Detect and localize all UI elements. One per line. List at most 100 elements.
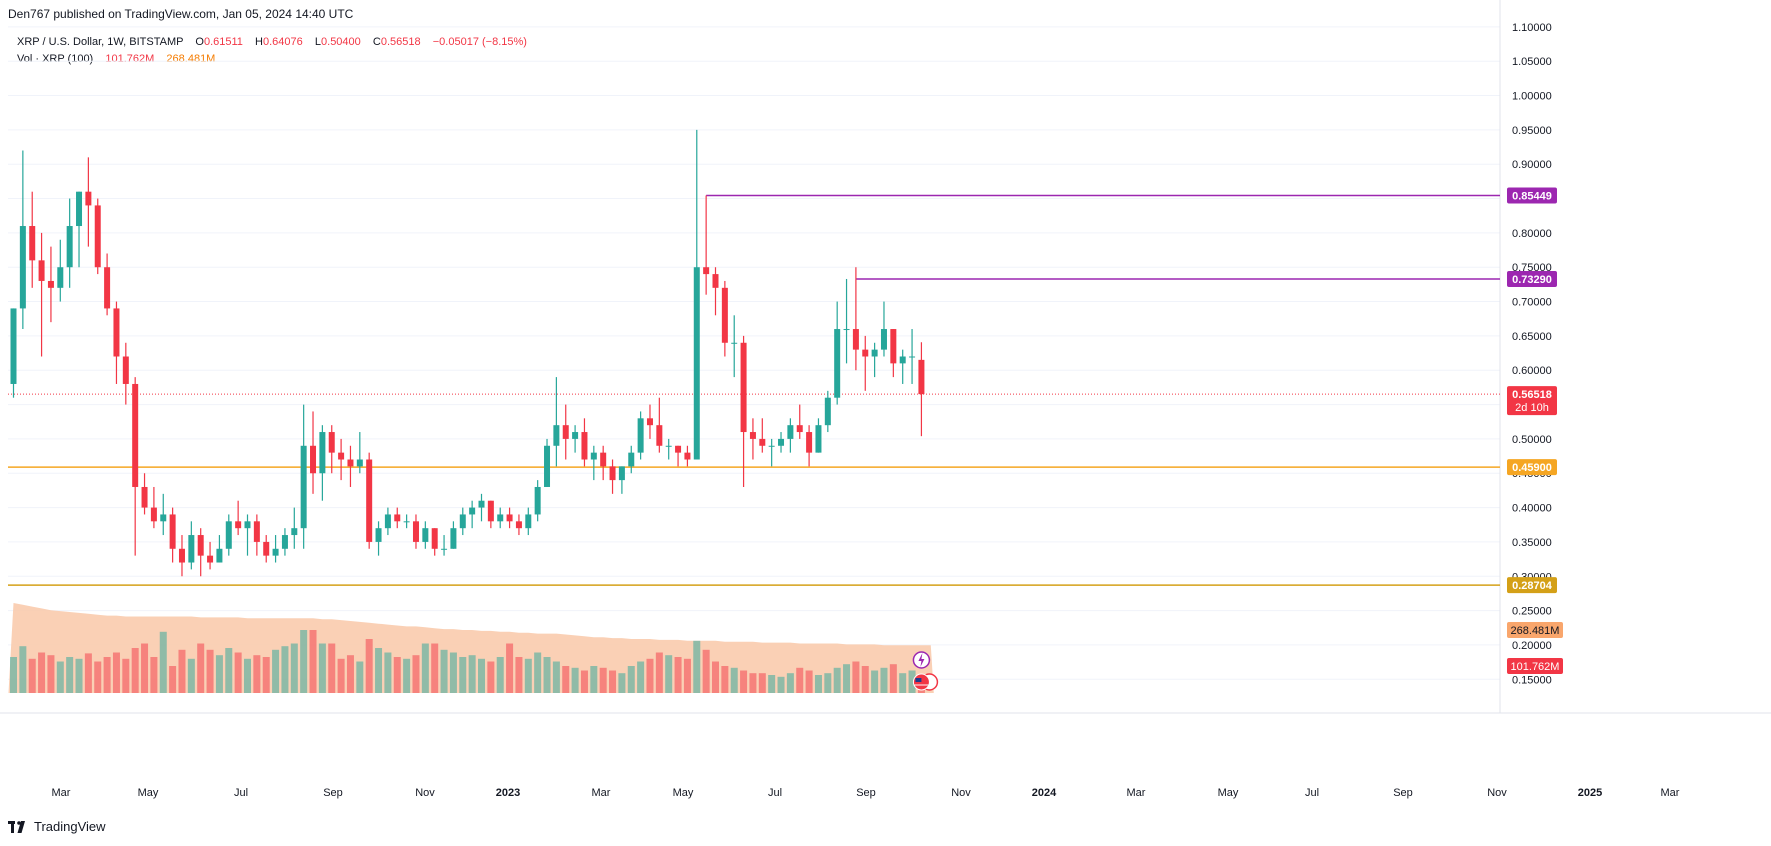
price-tick-label: 0.20000 [1512, 640, 1552, 652]
candle-body [85, 191, 92, 206]
candle [618, 466, 625, 494]
candle-body [871, 349, 878, 357]
candle-body [909, 356, 916, 358]
candle [422, 521, 429, 549]
volume-ma-value: 268.481M [166, 53, 216, 65]
candle [216, 535, 223, 563]
candle-body [749, 432, 756, 439]
price-line-tag: 0.28704 [1507, 577, 1557, 594]
candle-body [47, 280, 54, 288]
volume-bar [571, 667, 579, 693]
candle-body [684, 452, 691, 460]
volume-bar [384, 652, 392, 693]
volume-bar [674, 657, 682, 693]
candle-body [665, 445, 672, 447]
candle [731, 315, 738, 378]
candle-body [843, 329, 850, 331]
candle-body [628, 452, 635, 467]
candle [815, 418, 822, 453]
candle [76, 191, 83, 268]
candle [787, 418, 794, 453]
candle-body [253, 521, 260, 542]
volume-bar [272, 649, 280, 693]
volume-label[interactable]: Vol · XRP (100) [17, 53, 94, 65]
candle-body [281, 535, 288, 549]
candle-body [225, 521, 232, 549]
candle-body [778, 438, 785, 446]
price-tick-label: 0.25000 [1512, 606, 1552, 618]
volume-bar [786, 673, 794, 693]
volume-bar [122, 658, 130, 693]
low-label: L [314, 36, 322, 48]
candle-body [768, 445, 775, 447]
price-line-tag: 0.45900 [1507, 459, 1557, 476]
candle [515, 514, 522, 536]
time-tick-label: Jul [234, 787, 248, 799]
price-tick-label: 0.35000 [1512, 537, 1552, 549]
candle-body [441, 548, 448, 550]
candle-body [581, 432, 588, 460]
volume-tag-label: 101.762M [1511, 661, 1560, 673]
volume-bar [309, 630, 317, 693]
volume-bar [796, 667, 804, 693]
candle [356, 432, 363, 474]
candle [880, 301, 887, 357]
candle [85, 157, 92, 247]
candle-body [740, 342, 747, 433]
candle [684, 445, 691, 467]
volume-bar [730, 667, 738, 693]
candle [235, 500, 242, 536]
candle [871, 342, 878, 378]
price-tick-label: 1.05000 [1512, 56, 1552, 68]
candle [94, 198, 101, 275]
candle-body [918, 359, 925, 395]
candle-body [76, 191, 83, 227]
candle-body [487, 500, 494, 522]
price-line-tag-bg [1507, 577, 1557, 594]
candle [66, 198, 73, 288]
volume-bar [496, 657, 504, 693]
candle-body [459, 514, 466, 529]
candle [637, 411, 644, 460]
volume-bar [346, 655, 354, 693]
candle-body [394, 514, 401, 522]
candle [431, 528, 438, 556]
volume-bar [580, 670, 588, 693]
candle [572, 425, 579, 453]
symbol-label[interactable]: XRP / U.S. Dollar, 1W, BITSTAMP [17, 36, 184, 48]
candle [19, 150, 26, 330]
candle-body [291, 528, 298, 536]
volume-tag-bg [1507, 658, 1563, 674]
candle-body [29, 226, 36, 261]
volume-bar [215, 655, 223, 693]
candle [178, 535, 185, 577]
candle [253, 514, 260, 556]
candle-body [141, 486, 148, 508]
candle-body [506, 514, 513, 522]
candle [834, 301, 841, 405]
candle [852, 267, 859, 371]
candle [132, 377, 139, 556]
candle-body [880, 329, 887, 350]
candle-body [178, 548, 185, 563]
candle [188, 521, 195, 570]
candle [890, 329, 897, 378]
volume-bar [552, 661, 560, 693]
volume-bar [683, 658, 691, 693]
candle-body [525, 514, 532, 529]
candle-body [431, 528, 438, 549]
candles [10, 129, 925, 577]
price-tick-label: 0.80000 [1512, 228, 1552, 240]
candle-body [834, 329, 841, 398]
footer-brand[interactable]: TradingView [8, 819, 106, 834]
event-icons [912, 651, 939, 691]
time-tick-label: Sep [856, 787, 876, 799]
time-tick-label: Mar [52, 787, 71, 799]
candle-body [590, 452, 597, 460]
volume-bar [543, 657, 551, 693]
volume-bar [599, 667, 607, 693]
volume-bar [112, 652, 120, 693]
